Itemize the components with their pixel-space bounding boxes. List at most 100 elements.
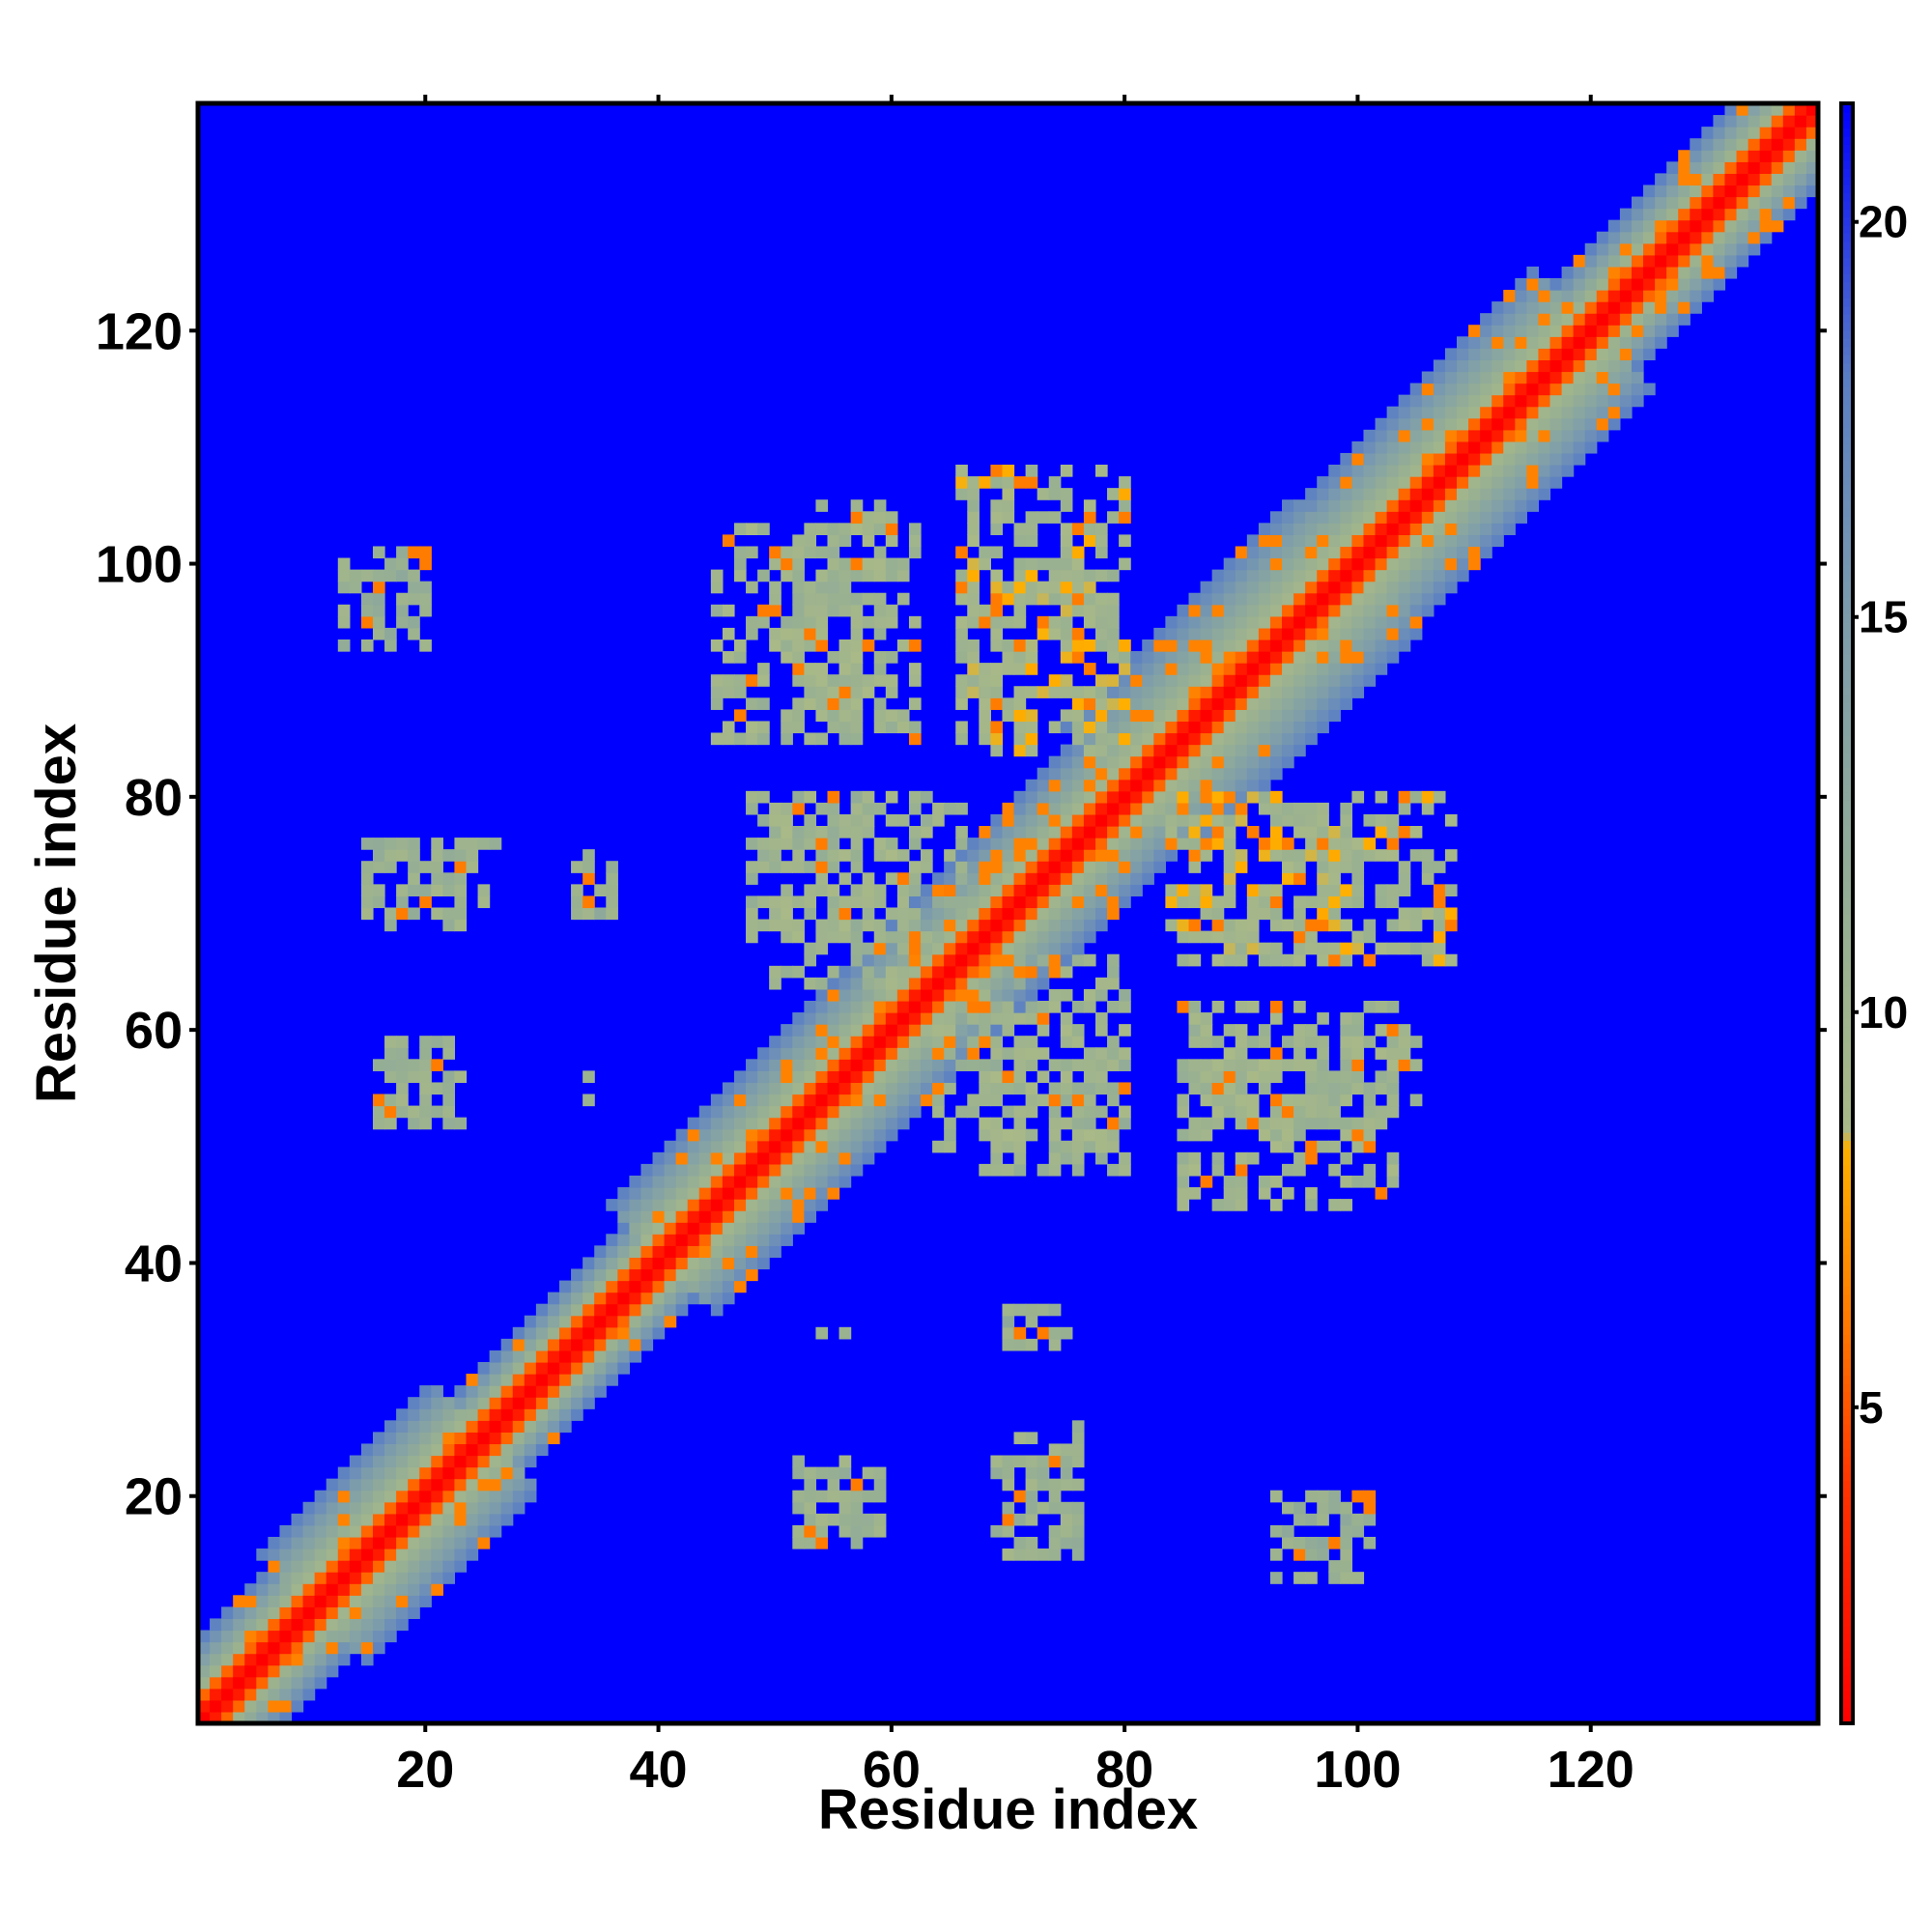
- heatmap-cell: [1071, 523, 1085, 535]
- heatmap-cell: [1258, 546, 1271, 559]
- heatmap-cell: [1048, 557, 1062, 571]
- heatmap-cell: [1549, 383, 1563, 396]
- heatmap-cell: [1177, 790, 1190, 804]
- heatmap-cell: [757, 732, 770, 746]
- heatmap-cell: [827, 849, 840, 862]
- heatmap-cell: [1655, 336, 1667, 349]
- heatmap-cell: [1701, 208, 1715, 221]
- heatmap-cell: [1048, 1478, 1062, 1492]
- heatmap-cell: [990, 838, 1004, 850]
- heatmap-cell: [1375, 826, 1388, 838]
- heatmap-cell: [1142, 686, 1154, 698]
- heatmap-cell: [1060, 686, 1073, 698]
- heatmap-cell: [1235, 1117, 1248, 1130]
- heatmap-cell: [233, 1630, 245, 1643]
- heatmap-cell: [1386, 627, 1400, 640]
- heatmap-cell: [1515, 313, 1527, 326]
- heatmap-cell: [221, 1664, 234, 1678]
- heatmap-cell: [256, 1641, 269, 1655]
- colorbar-segment: [1841, 403, 1853, 412]
- heatmap-cell: [1025, 1501, 1038, 1515]
- heatmap-cell: [1037, 907, 1050, 921]
- colorbar-segment: [1841, 1358, 1853, 1368]
- heatmap-cell: [1037, 953, 1050, 967]
- heatmap-cell: [1409, 440, 1423, 454]
- heatmap-cell: [629, 1326, 642, 1340]
- heatmap-cell: [955, 721, 968, 734]
- heatmap-cell: [1094, 1128, 1108, 1142]
- heatmap-cell: [804, 1082, 817, 1095]
- heatmap-cell: [244, 1664, 257, 1678]
- heatmap-cell: [1421, 953, 1435, 967]
- heatmap-cell: [524, 1455, 537, 1468]
- heatmap-cell: [1037, 790, 1050, 804]
- heatmap-cell: [291, 1618, 304, 1632]
- heatmap-cell: [1094, 802, 1108, 815]
- heatmap-cell: [990, 686, 1004, 698]
- heatmap-cell: [827, 1094, 840, 1107]
- heatmap-cell: [466, 838, 479, 850]
- heatmap-cell: [804, 1140, 817, 1153]
- heatmap-cell: [1177, 1163, 1190, 1177]
- heatmap-cell: [652, 1222, 666, 1235]
- heatmap-cell: [862, 1059, 875, 1071]
- heatmap-cell: [1246, 663, 1260, 675]
- heatmap-cell: [1235, 1175, 1248, 1188]
- heatmap-cell: [1573, 452, 1586, 466]
- heatmap-cell: [1643, 348, 1656, 361]
- heatmap-cell: [1119, 1105, 1131, 1119]
- heatmap-cell: [722, 1105, 735, 1119]
- heatmap-cell: [384, 1630, 397, 1643]
- heatmap-cell: [1013, 709, 1027, 723]
- heatmap-cell: [1386, 488, 1400, 500]
- heatmap-cell: [1200, 697, 1213, 710]
- heatmap-cell: [372, 1583, 385, 1596]
- colorbar-segment: [1841, 1075, 1853, 1085]
- heatmap-cell: [722, 1280, 735, 1293]
- heatmap-cell: [1094, 744, 1108, 757]
- heatmap-cell: [1596, 429, 1609, 442]
- heatmap-cell: [1025, 651, 1038, 664]
- heatmap-cell: [1071, 907, 1085, 921]
- heatmap-cell: [827, 826, 840, 838]
- heatmap-cell: [908, 697, 922, 710]
- heatmap-cell: [1269, 744, 1283, 757]
- heatmap-cell: [419, 861, 432, 873]
- heatmap-cell: [955, 1059, 968, 1071]
- heatmap-cell: [967, 651, 980, 664]
- heatmap-cell: [1340, 1082, 1353, 1095]
- heatmap-cell: [1421, 394, 1435, 408]
- heatmap-cell: [908, 1036, 922, 1048]
- colorbar-segment: [1841, 1602, 1853, 1611]
- heatmap-cell: [1526, 406, 1540, 419]
- heatmap-cell: [1037, 779, 1050, 792]
- heatmap-cell: [1794, 185, 1807, 198]
- heatmap-cell: [1282, 546, 1294, 559]
- heatmap-cell: [384, 1117, 397, 1130]
- heatmap-cell: [1246, 569, 1260, 582]
- heatmap-cell: [944, 1082, 956, 1095]
- heatmap-cell: [664, 1210, 677, 1223]
- heatmap-cell: [1317, 861, 1329, 873]
- heatmap-cell: [921, 826, 933, 838]
- heatmap-cell: [1002, 1163, 1015, 1177]
- heatmap-cell: [1177, 1070, 1190, 1084]
- heatmap-cell: [302, 1572, 316, 1584]
- heatmap-cell: [1293, 686, 1306, 698]
- heatmap-cell: [1188, 919, 1202, 932]
- heatmap-cell: [850, 1036, 864, 1048]
- heatmap-cell: [1340, 488, 1353, 500]
- heatmap-cell: [827, 1036, 840, 1048]
- heatmap-cell: [838, 895, 852, 909]
- heatmap-cell: [873, 592, 887, 606]
- heatmap-cell: [1317, 895, 1329, 909]
- heatmap-cell: [1269, 592, 1283, 606]
- heatmap-cell: [337, 1560, 351, 1573]
- heatmap-cell: [979, 1000, 991, 1013]
- heatmap-cell: [944, 895, 956, 909]
- heatmap-cell: [1584, 277, 1598, 291]
- heatmap-cell: [1083, 1105, 1096, 1119]
- heatmap-cell: [1305, 1140, 1318, 1153]
- heatmap-cell: [710, 1245, 724, 1259]
- heatmap-cell: [1165, 884, 1179, 896]
